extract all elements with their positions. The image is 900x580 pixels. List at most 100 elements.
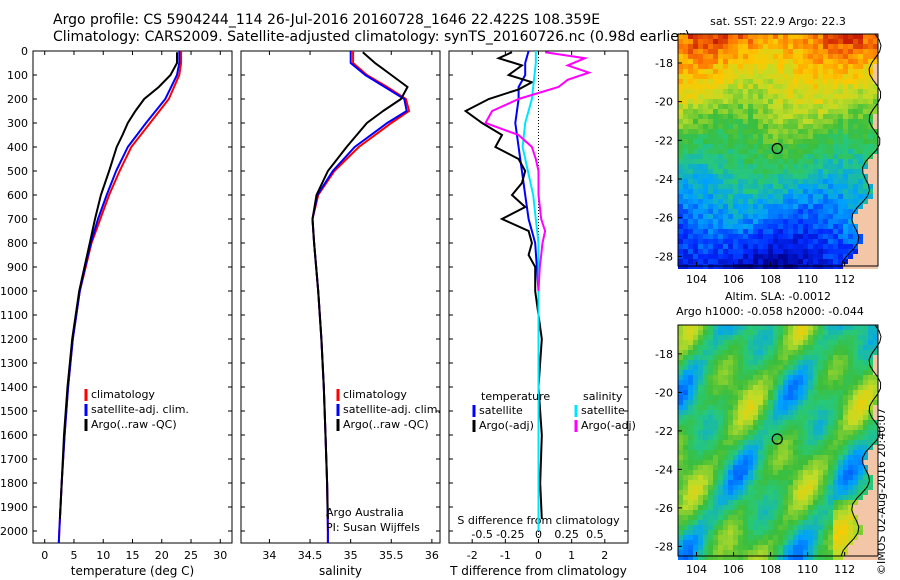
map-cell — [698, 400, 703, 405]
map-cell — [743, 254, 748, 259]
map-cell — [778, 460, 783, 465]
map-cell — [828, 485, 833, 490]
map-cell — [823, 460, 828, 465]
map-cell — [718, 370, 723, 375]
map-cell — [768, 345, 773, 350]
map-cell — [678, 330, 683, 335]
map-cell — [803, 460, 808, 465]
map-cell — [683, 340, 688, 345]
map-cell — [783, 530, 788, 535]
map-cell — [828, 330, 833, 335]
map-cell — [873, 465, 878, 470]
map-cell — [868, 159, 873, 164]
map-cell — [703, 114, 708, 119]
map-cell — [778, 335, 783, 340]
map-cell — [693, 530, 698, 535]
map-cell — [758, 234, 763, 239]
map-cell — [703, 495, 708, 500]
map-cell — [853, 340, 858, 345]
map-cell — [808, 420, 813, 425]
map-cell — [783, 395, 788, 400]
map-cell — [863, 495, 868, 500]
map-cell — [713, 254, 718, 259]
map-cell — [748, 385, 753, 390]
map-cell — [768, 510, 773, 515]
map-cell — [758, 144, 763, 149]
map-cell — [863, 360, 868, 365]
map-cell — [688, 114, 693, 119]
map-cell — [798, 159, 803, 164]
map-cell — [853, 219, 858, 224]
map-cell — [863, 470, 868, 475]
map-cell — [703, 395, 708, 400]
map-cell — [838, 365, 843, 370]
map-cell — [788, 430, 793, 435]
map-cell — [758, 465, 763, 470]
map-cell — [808, 174, 813, 179]
map-cell — [728, 435, 733, 440]
map-cell — [803, 169, 808, 174]
map-cell — [863, 149, 868, 154]
map-cell — [838, 405, 843, 410]
map-cell — [728, 530, 733, 535]
map-cell — [743, 500, 748, 505]
map-cell — [763, 480, 768, 485]
map-cell — [743, 440, 748, 445]
map-cell — [728, 350, 733, 355]
map-cell — [808, 239, 813, 244]
argo-position-marker — [771, 142, 783, 155]
map-cell — [688, 164, 693, 169]
map-cell — [818, 69, 823, 74]
map-cell — [778, 350, 783, 355]
map-cell — [793, 500, 798, 505]
map-cell — [788, 530, 793, 535]
map-cell — [803, 209, 808, 214]
map-cell — [863, 59, 868, 64]
map-cell — [698, 525, 703, 530]
map-cell — [733, 204, 738, 209]
map-cell — [838, 154, 843, 159]
map-cell — [773, 214, 778, 219]
map-cell — [838, 74, 843, 79]
map-cell — [733, 325, 738, 330]
map-cell — [863, 350, 868, 355]
map-cell — [763, 510, 768, 515]
map-cell — [703, 254, 708, 259]
map-cell — [778, 254, 783, 259]
map-cell — [808, 490, 813, 495]
map-cell — [728, 515, 733, 520]
map-cell — [813, 375, 818, 380]
map-cell — [838, 385, 843, 390]
map-cell — [803, 520, 808, 525]
map-cell — [813, 204, 818, 209]
map-cell — [708, 114, 713, 119]
map-cell — [703, 480, 708, 485]
map-cell — [688, 199, 693, 204]
map-cell — [743, 450, 748, 455]
map-cell — [748, 189, 753, 194]
map-cell — [873, 59, 878, 64]
map-cell — [798, 460, 803, 465]
map-cell — [848, 440, 853, 445]
map-cell — [758, 89, 763, 94]
map-cell — [768, 44, 773, 49]
map-cell — [778, 490, 783, 495]
map-cell — [873, 174, 878, 179]
map-cell — [723, 410, 728, 415]
map-cell — [718, 89, 723, 94]
map-cell — [818, 239, 823, 244]
map-cell — [753, 104, 758, 109]
map-cell — [783, 54, 788, 59]
map-cell — [863, 99, 868, 104]
map-cell — [818, 495, 823, 500]
map-cell — [858, 515, 863, 520]
map-cell — [678, 405, 683, 410]
map-cell — [853, 425, 858, 430]
map-cell — [713, 104, 718, 109]
map-cell — [858, 340, 863, 345]
map-cell — [873, 214, 878, 219]
map-cell — [748, 54, 753, 59]
map-cell — [678, 94, 683, 99]
map-cell — [718, 385, 723, 390]
map-cell — [853, 415, 858, 420]
